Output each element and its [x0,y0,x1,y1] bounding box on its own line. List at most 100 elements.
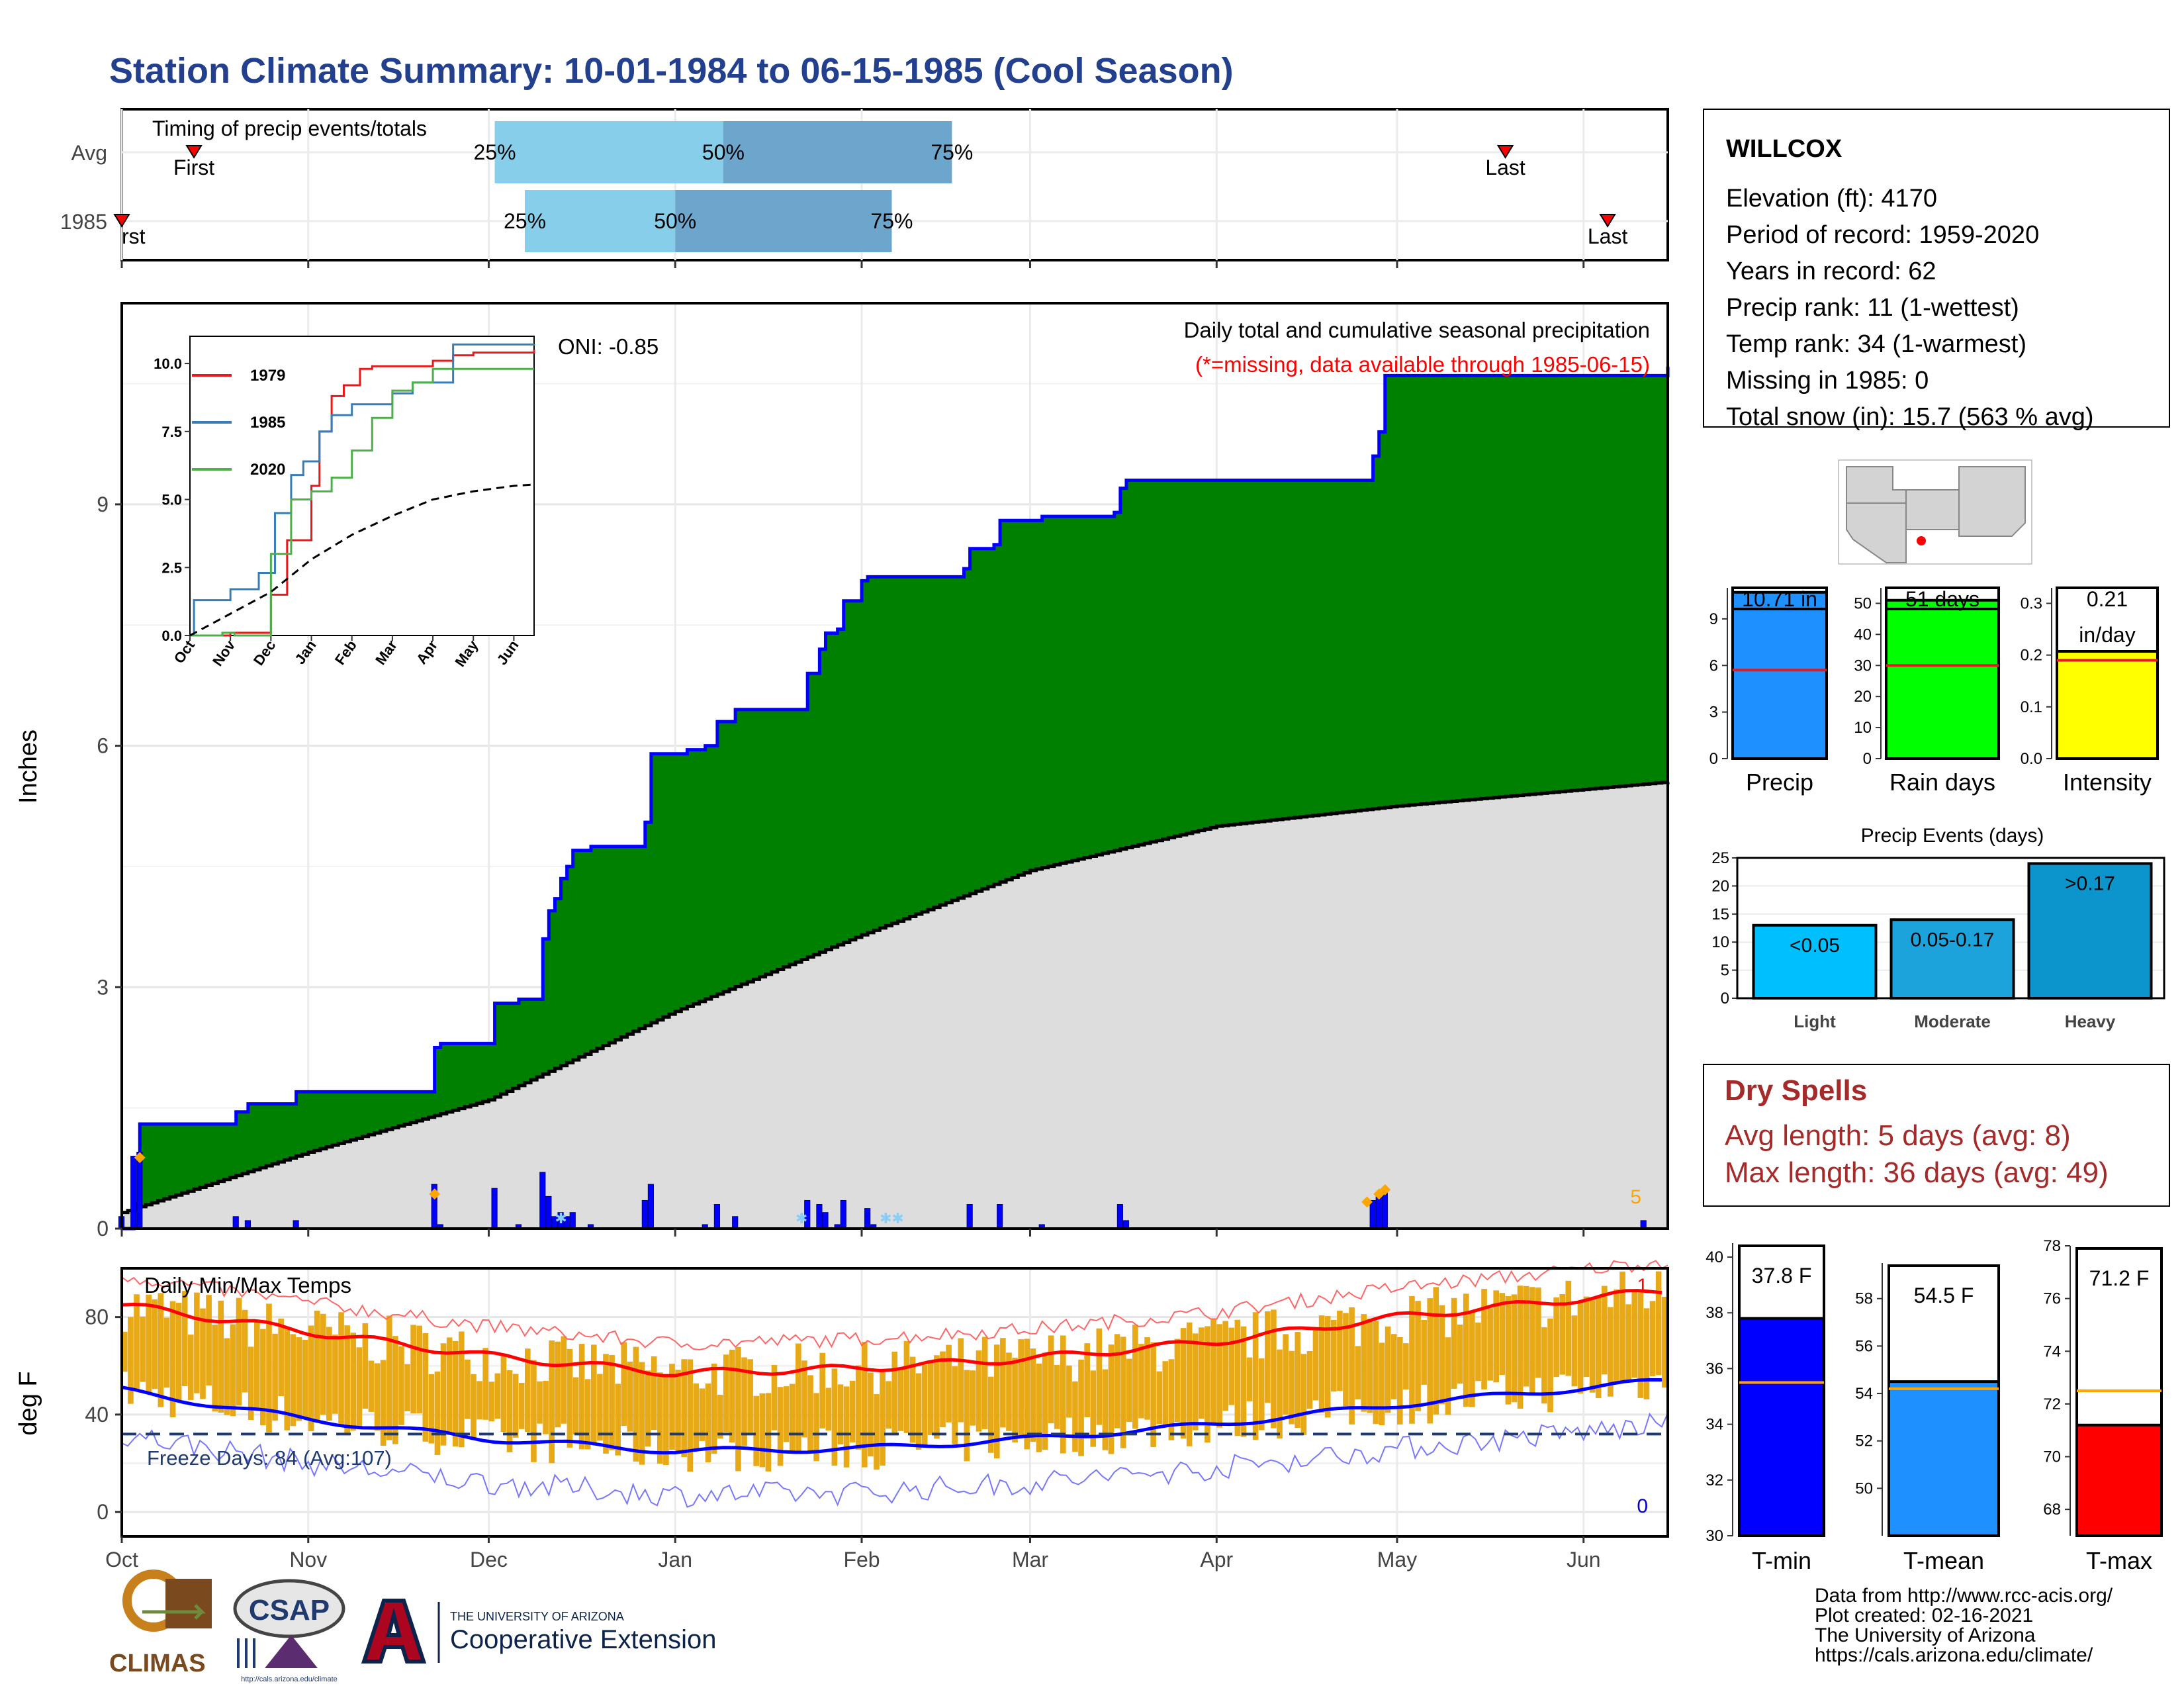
summary-bar-Intensity [2056,648,2159,760]
timing-first-marker [185,145,203,159]
daily-temp-bar [1120,1336,1126,1448]
daily-temp-bar [1234,1319,1241,1436]
daily-temp-bar [1012,1357,1018,1443]
daily-temp-bar [669,1364,675,1450]
daily-temp-bar [765,1393,772,1472]
daily-temp-bar [459,1331,465,1448]
daily-temp-bar [386,1315,392,1440]
daily-temp-bar [940,1351,946,1428]
daily-temp-bar [1216,1324,1222,1428]
precip-events-ytick-label: 25 [1711,849,1729,867]
orange-diamond: ◆ [1361,1192,1373,1209]
daily-temp-bar [175,1303,182,1401]
daily-temp-bar [1054,1365,1060,1429]
daily-temp-bar [1367,1319,1373,1413]
daily-temp-bar [627,1361,633,1432]
temp-summary-ytick-label: 40 [1706,1248,1723,1266]
timing-q75-label: 75% [870,209,913,233]
daily-temp-bar [284,1327,291,1430]
daily-temp-bar [891,1351,898,1436]
daily-temp-bar [1300,1354,1307,1436]
temp-ytick-label: 0 [97,1500,109,1524]
daily-precip-bar [1375,1196,1382,1229]
daily-temp-bar [1265,1311,1271,1403]
daily-temp-bar [1271,1309,1277,1429]
precip-event-bar-Moderate [1889,918,2015,1000]
precip-events-ytick-label: 20 [1711,877,1729,895]
daily-temp-bar [1222,1321,1229,1411]
daily-temp-bar [1619,1271,1625,1382]
average-max-line [121,1289,1662,1378]
oni-label: ONI: -0.85 [558,334,659,359]
daily-temp-bar [1349,1307,1355,1425]
daily-temp-bar [1493,1290,1500,1383]
daily-temp-bar [987,1376,994,1453]
daily-temp-bar [717,1395,723,1439]
record-low-line [121,1413,1668,1508]
station-name: WILLCOX [1726,135,1843,163]
daily-temp-bar [524,1348,531,1432]
precip-event-bar-Heavy [2027,862,2153,1000]
summary-ytick-label: 0.0 [2021,750,2042,768]
daily-temp-bar [639,1362,645,1465]
summary-ytick-label: 0.3 [2021,594,2042,612]
daily-temp-bar [1451,1297,1457,1389]
orange-diamond: ◆ [1379,1180,1390,1197]
daily-temp-bar [1205,1326,1210,1443]
daily-temp-bar [609,1354,615,1450]
inset-average-line [189,483,535,637]
daily-temp-bar [398,1346,404,1425]
summary-ytick-label: 3 [1709,704,1718,722]
daily-temp-bar [1096,1328,1103,1425]
daily-temp-bar [518,1382,525,1429]
ua-logo-small-text: THE UNIVERSITY OF ARIZONA [450,1610,624,1623]
climas-logo: CLIMAS [109,1570,212,1677]
daily-temp-bar [615,1383,621,1456]
daily-temp-bar [1337,1310,1343,1391]
temp-summary-bar-T-max [2075,1423,2163,1538]
daily-temp-bar [801,1360,807,1438]
cumulative-1985-line [122,367,1670,1231]
daily-temp-bar [374,1363,381,1431]
daily-precip-bar [569,1212,576,1229]
daily-temp-bar [1102,1369,1109,1450]
climas-logo-text: CLIMAS [109,1650,206,1677]
daily-temp-bar [531,1360,537,1462]
inset-legend-label: 1985 [250,414,285,432]
daily-precip-bar [1116,1204,1123,1229]
station-temp-rank: Temp rank: 34 (1-warmest) [1726,330,2026,358]
precip-event-bar-text: >0.17 [2065,872,2115,894]
daily-precip-bar [966,1204,973,1229]
inset-legend-label: 1979 [250,367,285,385]
daily-temp-bar [543,1380,549,1434]
daily-temp-bar [1361,1314,1367,1412]
daily-temp-bar [128,1317,134,1404]
csap-logo-rain [237,1638,255,1668]
daily-temp-bar [675,1370,681,1451]
daily-temp-bar [362,1323,369,1409]
timing-last-marker [1599,214,1616,228]
daily-temp-bar [416,1325,423,1413]
precip-event-label: Light [1794,1011,1836,1031]
daily-temp-bar [909,1356,916,1443]
daily-temp-bar [813,1393,819,1462]
daily-temp-bar [1565,1280,1572,1376]
daily-temp-bar [320,1313,326,1415]
summary-bar-label: Rain days [1889,769,1995,796]
daily-temp-bar [428,1374,435,1444]
daily-temp-bar [783,1386,790,1442]
daily-temp-range-bars [122,1271,1668,1472]
temp-summary-ytick-label: 74 [2043,1342,2061,1360]
daily-precip-bar [816,1204,823,1229]
summary-bars: 0 3 6 9 10.71 in Precip 0 10 20 30 40 50 51 days Rain… [1709,586,2159,796]
timing-bar-upper-1985 [675,190,892,252]
daily-temp-bar [1199,1327,1205,1419]
daily-temp-bar [1602,1286,1608,1375]
daily-temp-bar [874,1394,880,1470]
daily-precip-bar [539,1172,546,1229]
daily-temp-bar [181,1291,188,1386]
daily-temp-bar [1608,1307,1614,1397]
timing-q25-label: 25% [504,209,546,233]
daily-temp-bar [1475,1322,1481,1382]
daily-temp-bar [555,1341,561,1428]
